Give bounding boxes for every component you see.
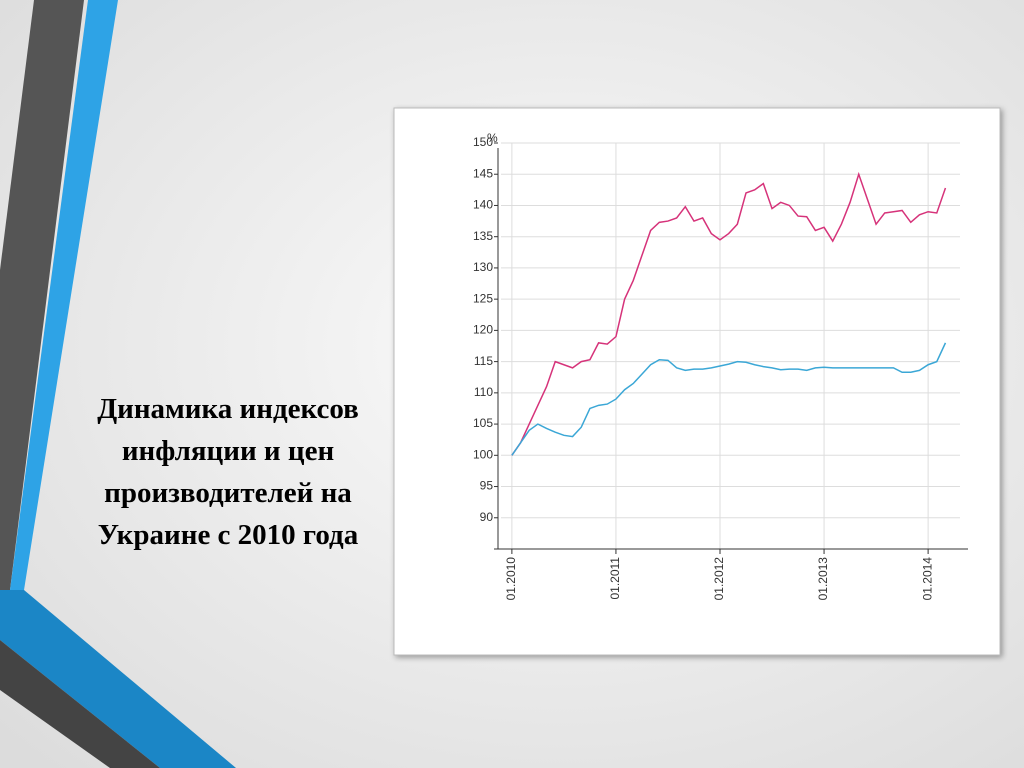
title-line: Украине с 2010 года (98, 519, 359, 551)
x-tick-label: 01.2013 (816, 557, 830, 601)
x-tick-label: 01.2014 (920, 557, 934, 601)
y-tick-label: 120 (473, 323, 493, 337)
y-tick-label: 130 (473, 260, 493, 274)
chart-frame (393, 107, 1001, 656)
y-tick-label: 105 (473, 416, 493, 430)
y-tick-label: 140 (473, 198, 493, 212)
y-tick-label: 150 (473, 135, 493, 149)
y-tick-label: 90 (480, 510, 494, 524)
series-line (511, 171, 947, 456)
stripe-dark (0, 0, 84, 590)
series-line (511, 342, 947, 456)
stripe-dark-bottom (0, 640, 160, 768)
x-tick-label: 01.2011 (608, 557, 622, 600)
y-tick-label: 110 (474, 385, 493, 399)
y-tick-label: 115 (474, 354, 493, 368)
title-line: производителей на (104, 477, 352, 509)
y-tick-label: 100 (473, 447, 493, 461)
plot: 90 95 100 105 110 115 120 125 130 135 140 145 150 01.… (473, 135, 968, 600)
y-axis-label: % (487, 131, 498, 145)
y-tick-label: 135 (473, 229, 493, 243)
y-tick-label: 125 (473, 291, 493, 305)
title-line: инфляции и цен (122, 435, 334, 467)
y-tick-label: 145 (473, 166, 493, 180)
title-line: Динамика индексов (97, 393, 359, 425)
y-tick-label: 95 (480, 479, 494, 493)
x-tick-label: 01.2010 (504, 557, 518, 601)
stripe-blue-bottom (0, 590, 236, 768)
stripe-blue (10, 0, 118, 590)
slide-title: Динамика индексов инфляции и цен производи… (97, 393, 359, 551)
x-tick-label: 01.2012 (712, 557, 726, 601)
